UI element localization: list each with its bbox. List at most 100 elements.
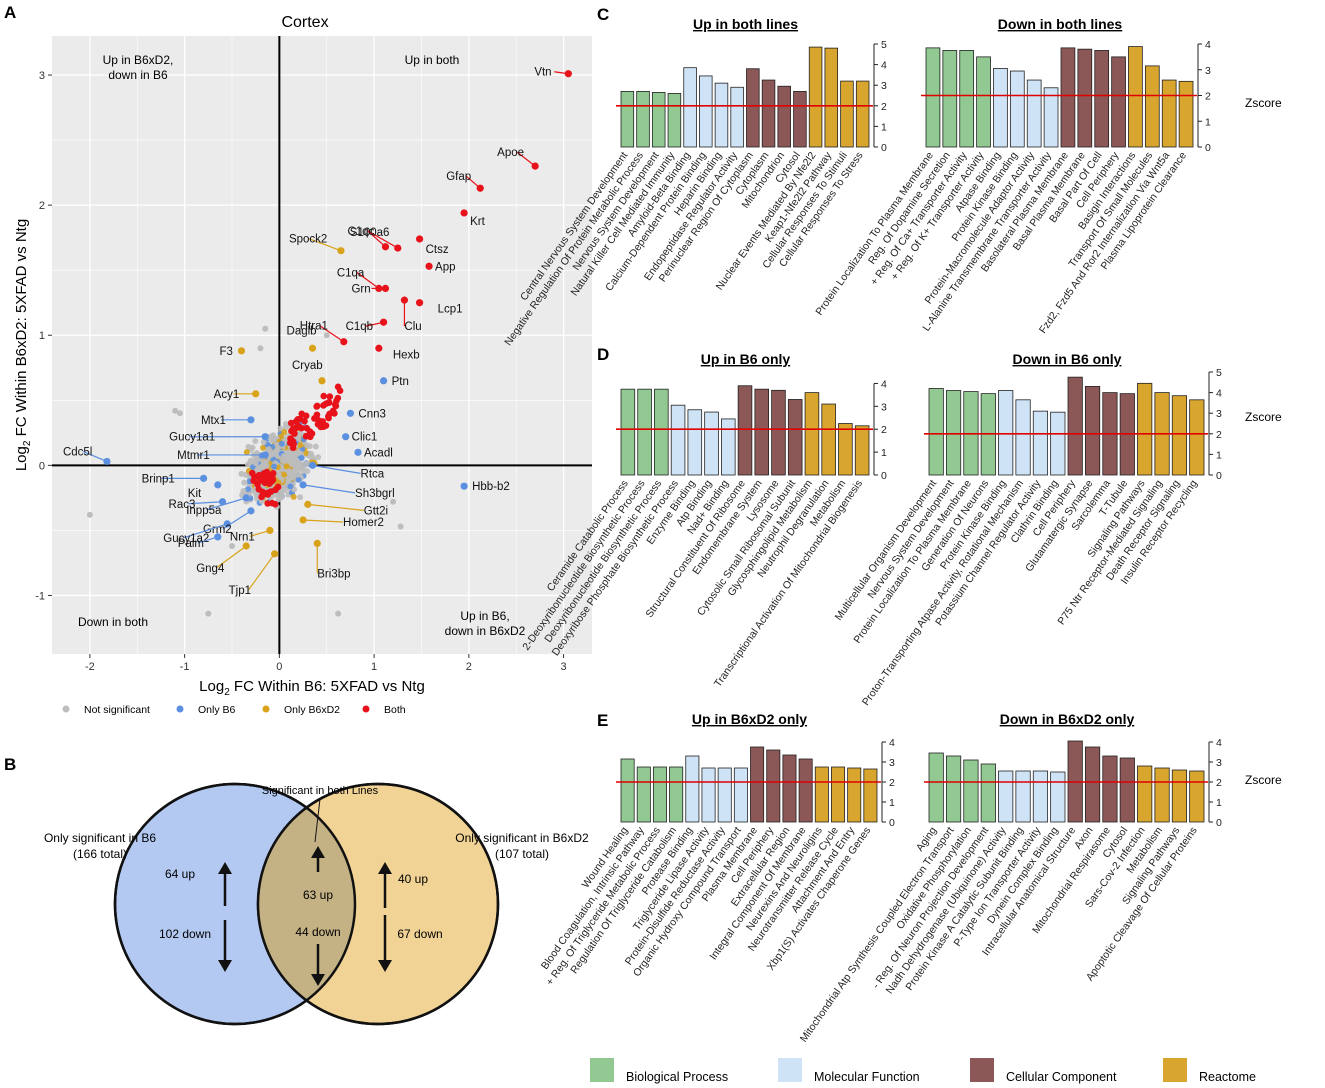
nonsig-point: [315, 454, 322, 461]
point-daglb: [308, 344, 317, 352]
nonsig-point: [297, 442, 304, 449]
legend-label-cellular-component: Cellular Component: [1006, 1070, 1117, 1084]
both-point: [288, 437, 295, 444]
bar-protein-macromolecule-adaptor-activity: [1026, 79, 1042, 148]
nonsig-point: [252, 459, 259, 466]
both-point: [289, 425, 297, 433]
leader-rac3: [188, 501, 223, 505]
quadrant-label-top-right: Up in both: [405, 53, 460, 67]
both-point: [317, 423, 325, 431]
both-point: [324, 413, 332, 420]
bar-proton-transporting-atpase-activity-rotational-mechanism: [1015, 399, 1031, 476]
venn-annotation-pointer: [314, 798, 321, 843]
nonsig-point: [304, 442, 311, 449]
nonsig-point: [281, 428, 288, 435]
bar-keap1-nfe2l2-pathway: [824, 47, 839, 148]
label-ctsz: Ctsz: [426, 244, 449, 256]
scatter-xlabel: Log2 FC Within B6: 5XFAD vs Ntg: [199, 678, 425, 698]
bar-xbp1-s-activates-chaperone-genes: [863, 768, 878, 823]
leader-c1qb: [365, 321, 384, 327]
bar-heparin-binding: [714, 82, 729, 148]
bar-transport-of-small-molecules: [1144, 65, 1160, 148]
nonsig-point: [283, 463, 290, 470]
bar-mitochondrial-atp-synthesis-coupled-electron-transport: [945, 755, 962, 823]
bar-y-tick-label: 3: [881, 80, 887, 92]
venn-overlap-up: 63 up: [303, 888, 333, 902]
label-brinp1: Brinp1: [142, 473, 175, 485]
point-ctsz: [415, 235, 424, 243]
bar-2-deoxyribonucleotide-biosynthetic-process: [637, 388, 652, 476]
bar-nad-binding: [721, 418, 736, 476]
bar-reg-of-ca-transporter-activity: [959, 50, 975, 148]
bar-integral-component-of-membrane: [798, 758, 813, 823]
bar-reg-of-neuron-projection-development: [980, 763, 996, 823]
bar-reg-of-triglyceride-metabolic-process: [652, 766, 667, 823]
legend-swatch-reactome: [1163, 1058, 1187, 1082]
point-cnn3: [346, 409, 355, 417]
nonsig-point: [257, 345, 264, 352]
scatter-ylabel: Log2 FC Within B6xD2: 5XFAD vs Ntg: [13, 219, 33, 471]
nonsig-point: [267, 451, 274, 458]
leader-nrn1: [249, 529, 271, 537]
both-point: [332, 402, 340, 410]
label-acy1: Acy1: [214, 389, 240, 401]
nonsig-point: [279, 457, 286, 464]
bar-title-up-in-both-lines: Up in both lines: [693, 16, 798, 32]
both-point: [272, 486, 279, 494]
leader-gng4: [215, 545, 247, 569]
bar-wound-healing: [620, 758, 635, 823]
label-vtn: Vtn: [534, 67, 551, 79]
bar-mitochondrial-respirasome: [1102, 755, 1118, 823]
nonsig-point: [397, 523, 404, 530]
bar-y-tick-label: 4: [881, 60, 887, 72]
label-clu: Clu: [404, 321, 421, 333]
bar-title-down-in-b6xd2-only: Down in B6xD2 only: [1000, 711, 1135, 727]
bar-cytosolic-small-ribosomal-subunit: [787, 399, 803, 476]
bar-endopeptidase-regulator-activity: [730, 86, 744, 148]
leader-palm: [197, 536, 218, 544]
leader-spock2: [308, 238, 342, 252]
bar-reg-of-k-transporter-activity: [976, 56, 991, 148]
bar-transcriptional-activation-of-mitochondrial-biogenesis: [854, 425, 870, 476]
label-mtx1: Mtx1: [201, 415, 226, 427]
bar-title-up-in-b6-only: Up in B6 only: [701, 351, 791, 367]
bar-l-alanine-transmembrane-transporter-activity: [1043, 87, 1059, 148]
nonsig-point: [172, 407, 179, 414]
label-rtca: Rtca: [361, 468, 385, 480]
bar-organic-hydroxy-compound-transport: [733, 767, 748, 823]
label-inpp5a: Inpp5a: [186, 505, 222, 517]
bar-ceramide-catabolic-process: [620, 388, 636, 476]
nonsig-point: [282, 421, 289, 428]
zscore-label: Zscore: [1245, 96, 1282, 110]
bar-triglyceride-lipase-activity: [701, 767, 716, 823]
bar-perinuclear-region-of-cytoplasm: [746, 68, 760, 148]
bar-atp-binding: [704, 411, 719, 476]
nonsig-point: [271, 463, 278, 470]
bar-metabolism: [1154, 767, 1170, 823]
nonsig-point: [260, 444, 267, 451]
leader-cdc5l: [82, 450, 108, 462]
bar-insulin-receptor-recycling: [1189, 399, 1205, 476]
scatter-panel-background: [52, 36, 592, 654]
venn-arrow-down-head: [311, 974, 325, 986]
label-cnn3: Cnn3: [358, 408, 386, 420]
venn-arrow-up-head: [311, 846, 325, 858]
legend-swatch-both: [362, 705, 370, 713]
label-cryab: Cryab: [292, 360, 323, 372]
both-point: [322, 422, 330, 429]
bar-title-down-in-both-lines: Down in both lines: [998, 16, 1123, 32]
leader-vtn: [554, 71, 569, 75]
bar-cytoplasm: [761, 79, 776, 148]
bar-lysosome: [771, 389, 786, 476]
bar-cell-periphery: [1111, 56, 1126, 148]
bar-y-tick-label: 1: [881, 121, 887, 133]
point-hbb-b2: [460, 482, 468, 490]
nonsig-point: [295, 461, 302, 468]
bar-y-tick-label: 1: [1216, 449, 1222, 461]
label-bri3bp: Bri3bp: [317, 568, 350, 580]
leader-gucy1a2: [183, 523, 228, 539]
both-point: [289, 444, 297, 452]
label-c1qb: C1qb: [346, 321, 374, 333]
